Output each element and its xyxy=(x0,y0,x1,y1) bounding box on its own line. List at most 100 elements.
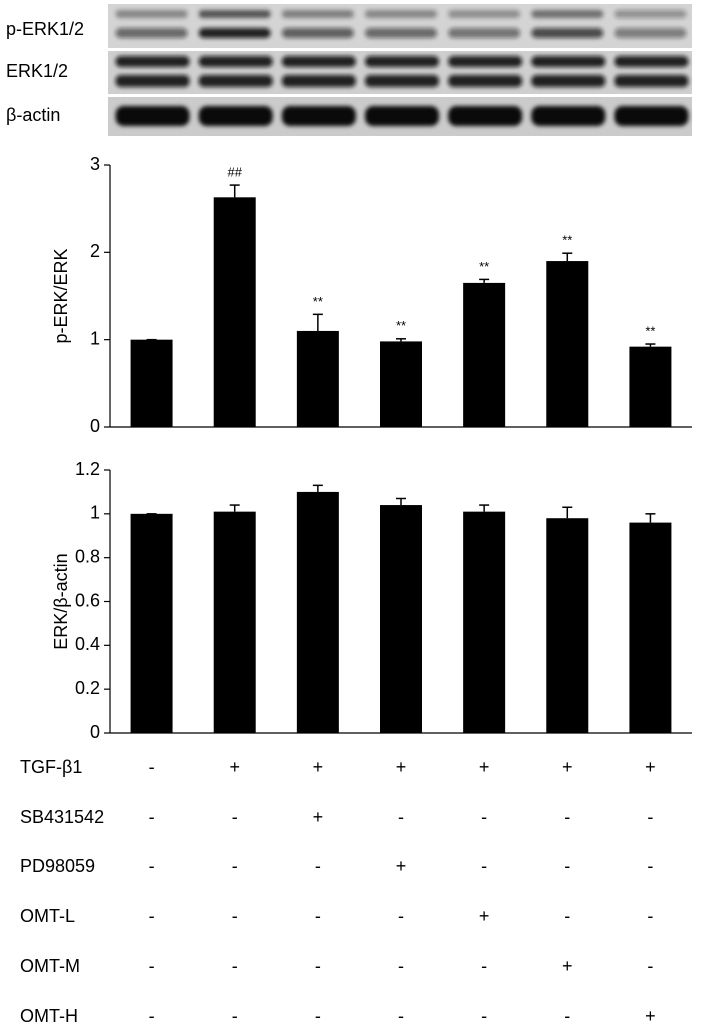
blot-band xyxy=(198,56,273,67)
treatment-cell: + xyxy=(229,757,240,777)
treatment-cell: - xyxy=(232,906,238,926)
blot-band xyxy=(198,10,271,18)
blot-band xyxy=(198,28,271,38)
blot-band xyxy=(281,56,356,67)
y-tick-label: 0.6 xyxy=(75,590,100,610)
treatment-cell: + xyxy=(396,856,407,876)
treatment-cell: + xyxy=(313,807,324,827)
blot-band xyxy=(281,28,354,38)
treatment-cell: - xyxy=(481,856,487,876)
blot-band xyxy=(365,75,439,87)
y-axis-label: ERK/β-actin xyxy=(51,553,71,649)
treatment-name: TGF-β1 xyxy=(20,757,82,777)
bar xyxy=(130,339,173,427)
treatment-cell: - xyxy=(481,807,487,827)
significance-label: ** xyxy=(479,259,489,274)
blot-band xyxy=(448,56,523,67)
treatment-name: SB431542 xyxy=(20,807,104,827)
treatment-cell: - xyxy=(315,956,321,976)
significance-label: ## xyxy=(227,165,242,180)
blot-band xyxy=(614,28,687,38)
blot-band xyxy=(115,56,190,67)
treatment-cell: - xyxy=(315,856,321,876)
treatment-name: OMT-H xyxy=(20,1006,78,1026)
error-bar xyxy=(229,504,240,512)
error-bar xyxy=(396,497,406,506)
treatment-cell: + xyxy=(562,757,573,777)
blot-band xyxy=(531,28,604,38)
treatment-cell: - xyxy=(398,1006,404,1026)
blot-label: ERK1/2 xyxy=(6,61,68,81)
y-tick-label: 0.2 xyxy=(75,678,100,698)
error-bar xyxy=(479,278,490,283)
y-tick-label: 1 xyxy=(90,328,100,348)
treatment-cell: - xyxy=(149,807,155,827)
treatment-cell: + xyxy=(479,906,490,926)
bar xyxy=(546,518,589,733)
treatment-cell: - xyxy=(564,807,570,827)
bar xyxy=(380,341,422,427)
blot-band xyxy=(281,10,354,18)
error-bar xyxy=(645,513,656,523)
blot-band xyxy=(614,10,687,18)
treatment-cell: - xyxy=(647,856,653,876)
treatment-cell: - xyxy=(398,807,404,827)
treatment-cell: - xyxy=(149,906,155,926)
bar xyxy=(213,511,256,733)
treatment-cell: - xyxy=(564,1006,570,1026)
bar xyxy=(380,505,422,733)
treatment-cell: + xyxy=(562,956,573,976)
y-tick-label: 0 xyxy=(90,416,100,436)
error-bar xyxy=(479,504,490,512)
treatment-name: PD98059 xyxy=(20,856,95,876)
bar xyxy=(213,197,256,427)
blot-band xyxy=(365,10,437,18)
blot-band xyxy=(115,28,188,38)
treatment-cell: - xyxy=(647,956,653,976)
treatment-cell: - xyxy=(647,807,653,827)
blot-band xyxy=(198,75,273,87)
treatment-cell: + xyxy=(396,757,407,777)
treatment-cell: - xyxy=(232,856,238,876)
bar xyxy=(546,261,589,427)
significance-label: ** xyxy=(562,233,572,248)
blot-label: p-ERK1/2 xyxy=(6,19,84,39)
blot-band xyxy=(198,106,273,126)
bar xyxy=(296,491,339,733)
y-tick-label: 1.2 xyxy=(75,459,100,479)
y-axis-label: p-ERK/ERK xyxy=(51,248,71,343)
treatment-name: OMT-L xyxy=(20,906,75,926)
blot-band xyxy=(115,106,190,126)
western-blot xyxy=(108,4,692,136)
y-tick-label: 0.8 xyxy=(75,546,100,566)
blot-band xyxy=(448,28,521,38)
blot-band xyxy=(614,75,689,87)
bar xyxy=(296,330,339,427)
treatment-cell: - xyxy=(315,906,321,926)
bar xyxy=(463,511,506,733)
treatment-cell: - xyxy=(149,956,155,976)
blot-label: β-actin xyxy=(6,105,60,125)
treatment-cell: + xyxy=(645,757,656,777)
bar xyxy=(629,522,672,733)
treatment-cell: - xyxy=(232,956,238,976)
error-bar xyxy=(396,338,406,342)
blot-band xyxy=(448,106,523,126)
treatment-cell: - xyxy=(564,856,570,876)
bar xyxy=(463,282,506,427)
blot-band xyxy=(614,56,689,67)
treatment-cell: - xyxy=(398,906,404,926)
error-bar xyxy=(645,343,656,347)
blot-band xyxy=(281,106,356,126)
blot-band xyxy=(365,106,439,126)
blot-band xyxy=(365,28,437,38)
error-bar xyxy=(229,184,240,198)
blot-band xyxy=(614,106,689,126)
blot-band xyxy=(531,56,606,67)
error-bar xyxy=(312,484,323,492)
treatment-cell: - xyxy=(232,1006,238,1026)
treatment-cell: - xyxy=(398,956,404,976)
blot-band xyxy=(281,75,356,87)
